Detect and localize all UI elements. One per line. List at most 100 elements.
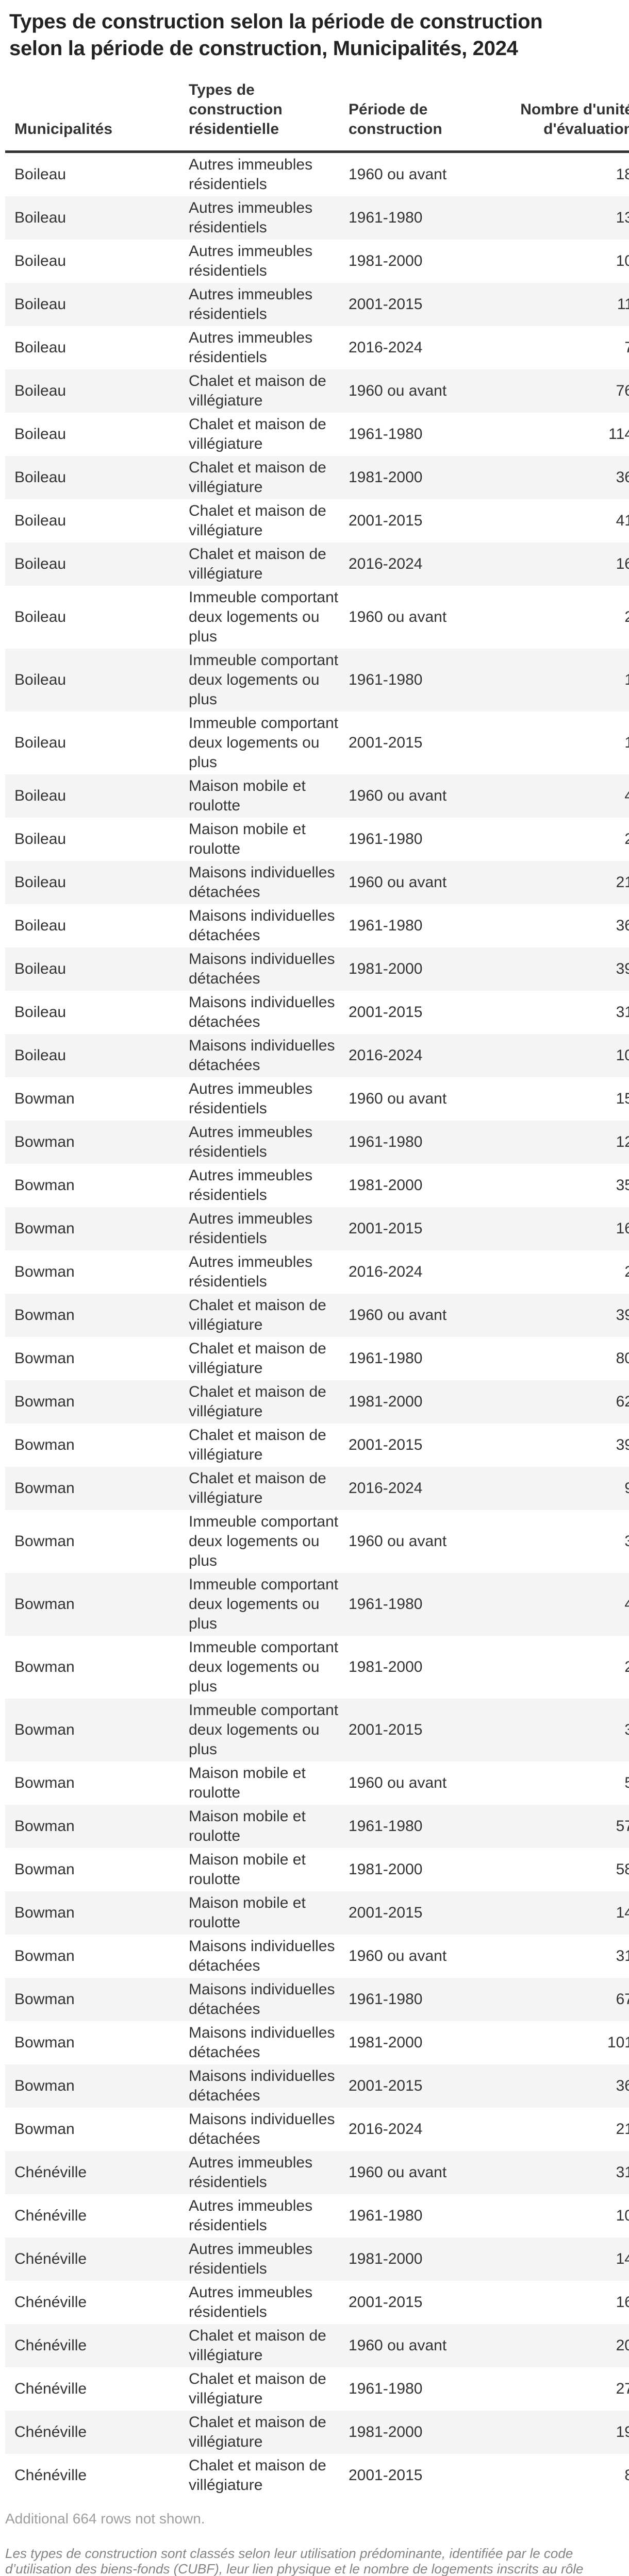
cell-construction-type: Maison mobile et roulotte xyxy=(189,1851,306,1888)
cell-construction-type: Chalet et maison de villégiature xyxy=(189,1297,326,1333)
cell-municipality: Bowman xyxy=(14,1177,75,1194)
cell-period: 2016-2024 xyxy=(349,1047,423,1064)
table-row: Chénéville Chalet et maison de villégiat… xyxy=(5,2324,629,2367)
cell-evaluation-count: 11 xyxy=(617,296,629,313)
cell-construction-type: Autres immeubles résidentiels xyxy=(189,243,313,279)
cell-construction-type: Chalet et maison de villégiature xyxy=(189,1383,326,1420)
table-row: Bowman Autres immeubles résidentiels 196… xyxy=(5,1077,629,1121)
cell-municipality: Boileau xyxy=(14,296,67,313)
cell-construction-type: Maison mobile et roulotte xyxy=(189,1765,306,1801)
table-row: Bowman Maison mobile et roulotte 1961-19… xyxy=(5,1805,629,1848)
cell-construction-type: Autres immeubles résidentiels xyxy=(189,2241,313,2277)
table-row: Bowman Chalet et maison de villégiature … xyxy=(5,1380,629,1423)
cell-evaluation-count: 114 xyxy=(608,426,629,443)
table-row: Chénéville Autres immeubles résidentiels… xyxy=(5,2238,629,2281)
cell-period: 1961-1980 xyxy=(349,2207,423,2224)
cell-period: 2001-2015 xyxy=(349,1004,423,1021)
cell-construction-type: Maisons individuelles détachées xyxy=(189,2067,335,2104)
cell-construction-type: Autres immeubles résidentiels xyxy=(189,1253,313,1290)
table-row: Bowman Chalet et maison de villégiature … xyxy=(5,1294,629,1337)
cell-municipality: Chénéville xyxy=(14,2207,87,2224)
cell-evaluation-count: 4 xyxy=(624,1596,629,1613)
cell-municipality: Bowman xyxy=(14,1533,75,1550)
table-row: Bowman Maisons individuelles détachées 1… xyxy=(5,1935,629,1978)
cell-period: 1960 ou avant xyxy=(349,382,447,399)
cell-evaluation-count: 31 xyxy=(616,1947,629,1964)
cell-construction-type: Maison mobile et roulotte xyxy=(189,821,306,857)
cell-period: 1960 ou avant xyxy=(349,1774,447,1791)
cell-construction-type: Chalet et maison de villégiature xyxy=(189,372,326,409)
cell-construction-type: Chalet et maison de villégiature xyxy=(189,416,326,452)
cell-evaluation-count: 36 xyxy=(616,2077,629,2094)
cell-construction-type: Chalet et maison de villégiature xyxy=(189,2414,326,2450)
table-row: Boileau Chalet et maison de villégiature… xyxy=(5,543,629,586)
cell-construction-type: Autres immeubles résidentiels xyxy=(189,199,313,236)
cell-period: 2001-2015 xyxy=(349,2467,423,2484)
cell-municipality: Boileau xyxy=(14,555,67,572)
cell-municipality: Boileau xyxy=(14,671,67,688)
cell-period: 1960 ou avant xyxy=(349,608,447,625)
table-row: Bowman Autres immeubles résidentiels 201… xyxy=(5,1250,629,1294)
cell-period: 1961-1980 xyxy=(349,1133,423,1150)
cell-municipality: Chénéville xyxy=(14,2380,87,2397)
cell-period: 1960 ou avant xyxy=(349,1947,447,1964)
column-header-types-construction[interactable]: Types de construction résidentielle xyxy=(189,62,349,153)
table-row: Bowman Immeuble comportant deux logement… xyxy=(5,1510,629,1573)
table-row: Boileau Chalet et maison de villégiature… xyxy=(5,369,629,413)
cell-construction-type: Autres immeubles résidentiels xyxy=(189,1210,313,1247)
cell-municipality: Bowman xyxy=(14,1658,75,1675)
cell-construction-type: Immeuble comportant deux logements ou pl… xyxy=(189,1702,339,1758)
table-row: Bowman Chalet et maison de villégiature … xyxy=(5,1423,629,1467)
cell-construction-type: Autres immeubles résidentiels xyxy=(189,1167,313,1204)
cell-period: 1981-2000 xyxy=(349,960,423,977)
cell-construction-type: Maisons individuelles détachées xyxy=(189,951,335,987)
cell-period: 1981-2000 xyxy=(349,2250,423,2267)
page-title-line2: selon la période de construction, Munici… xyxy=(9,37,518,60)
cell-municipality: Bowman xyxy=(14,2077,75,2094)
cell-municipality: Bowman xyxy=(14,1090,75,1107)
cell-period: 1981-2000 xyxy=(349,1658,423,1675)
table-header: Municipalités Types de construction rési… xyxy=(5,62,629,153)
cell-period: 1961-1980 xyxy=(349,1991,423,2008)
cell-municipality: Bowman xyxy=(14,1818,75,1835)
cell-evaluation-count: 8 xyxy=(624,2467,629,2484)
cell-period: 2001-2015 xyxy=(349,2294,423,2311)
cell-construction-type: Autres immeubles résidentiels xyxy=(189,2154,313,2191)
notes-text: Les types de construction sont classés s… xyxy=(5,2546,584,2576)
cell-period: 1961-1980 xyxy=(349,1596,423,1613)
cell-construction-type: Chalet et maison de villégiature xyxy=(189,546,326,582)
cell-evaluation-count: 41 xyxy=(616,512,629,529)
column-header-municipalites[interactable]: Municipalités xyxy=(5,62,189,153)
cell-municipality: Boileau xyxy=(14,469,67,486)
cell-evaluation-count: 14 xyxy=(616,1904,629,1921)
cell-construction-type: Autres immeubles résidentiels xyxy=(189,329,313,366)
column-header-nombre-unites[interactable]: Nombre d'unité d'évaluation xyxy=(503,62,629,153)
construction-table: Municipalités Types de construction rési… xyxy=(5,62,629,2497)
cell-construction-type: Chalet et maison de villégiature xyxy=(189,1427,326,1463)
cell-municipality: Boileau xyxy=(14,512,67,529)
cell-period: 1960 ou avant xyxy=(349,874,447,891)
cell-evaluation-count: 13 xyxy=(616,209,629,226)
cell-period: 2001-2015 xyxy=(349,1436,423,1453)
table-row: Chénéville Autres immeubles résidentiels… xyxy=(5,2151,629,2194)
table-row: Chénéville Chalet et maison de villégiat… xyxy=(5,2454,629,2497)
cell-period: 1961-1980 xyxy=(349,671,423,688)
additional-rows-note: Additional 664 rows not shown. xyxy=(5,2511,205,2527)
cell-evaluation-count: 10 xyxy=(616,252,629,269)
cell-construction-type: Maison mobile et roulotte xyxy=(189,1894,306,1931)
table-row: Boileau Maisons individuelles détachées … xyxy=(5,861,629,904)
cell-period: 2016-2024 xyxy=(349,2121,423,2138)
table-row: Bowman Immeuble comportant deux logement… xyxy=(5,1573,629,1636)
cell-period: 2001-2015 xyxy=(349,1220,423,1237)
cell-period: 2001-2015 xyxy=(349,734,423,751)
cell-municipality: Boileau xyxy=(14,166,67,183)
table-row: Bowman Immeuble comportant deux logement… xyxy=(5,1699,629,1761)
cell-construction-type: Maison mobile et roulotte xyxy=(189,777,306,814)
cell-construction-type: Maisons individuelles détachées xyxy=(189,994,335,1030)
cell-municipality: Bowman xyxy=(14,1991,75,2008)
column-header-periode-construction[interactable]: Période de construction xyxy=(349,62,503,153)
table-header-row: Municipalités Types de construction rési… xyxy=(5,62,629,153)
cell-evaluation-count: 16 xyxy=(616,1220,629,1237)
cell-construction-type: Maisons individuelles détachées xyxy=(189,864,335,901)
cell-municipality: Bowman xyxy=(14,1721,75,1738)
